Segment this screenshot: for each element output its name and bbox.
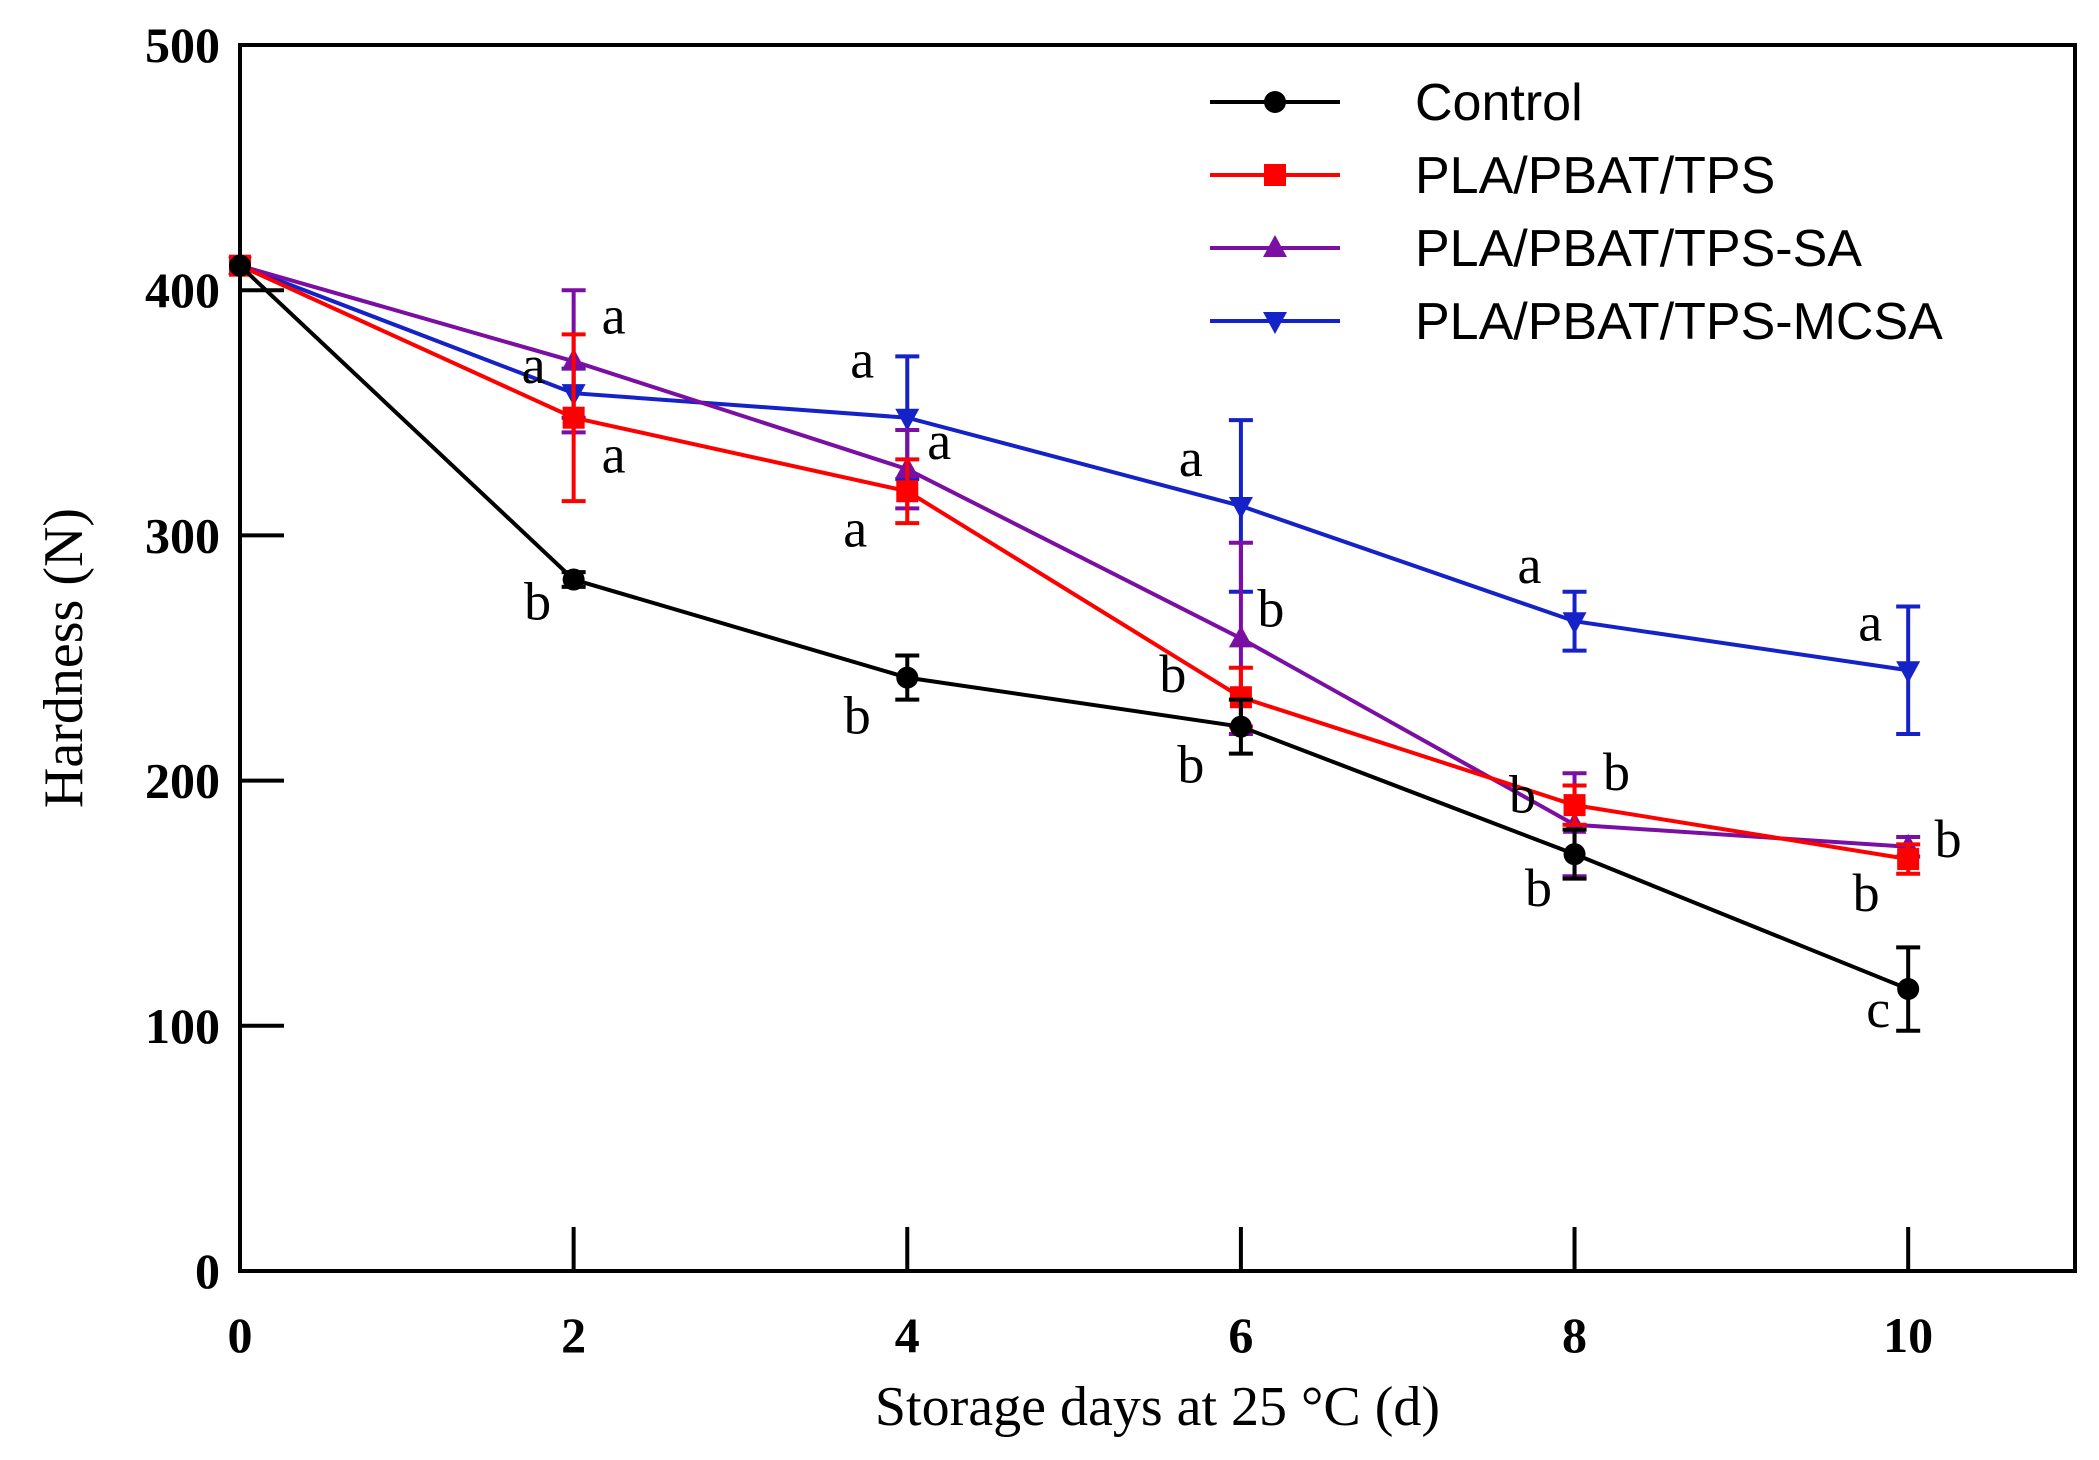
legend-label: Control [1415,74,1583,132]
data-point [896,666,919,689]
y-tick-label: 0 [195,1243,220,1299]
data-point [896,480,919,503]
plot-area-frame [238,43,2077,1273]
data-point [1897,978,1920,1001]
data-point [1563,794,1586,817]
data-point [895,408,920,431]
significance-letter: a [843,498,867,558]
legend-item: PLA/PBAT/TPS [1210,147,1775,205]
series-line [239,263,1909,849]
legend-item: PLA/PBAT/TPS-SA [1210,220,1862,278]
data-point [562,568,585,591]
y-axis-title: Hardness (N) [33,508,95,808]
legend-marker [1264,91,1286,113]
data-point [1229,686,1252,709]
significance-letter: b [1935,809,1962,869]
series-layer [228,252,1921,1033]
legend-marker [1264,164,1286,186]
data-point [1563,843,1586,866]
data-point [1229,715,1252,738]
legend-marker [1263,312,1287,334]
significance-letter: a [850,330,874,390]
legend-label: PLA/PBAT/TPS-SA [1415,220,1862,278]
data-point [1562,612,1587,635]
significance-letter: a [1518,535,1542,595]
significance-letter: b [1177,735,1204,795]
x-tick-label: 4 [895,1307,920,1363]
significance-letter: a [927,411,951,471]
significance-letter: b [1525,858,1552,918]
x-tick-label: 0 [228,1307,253,1363]
x-axis-title: Storage days at 25 °C (d) [875,1376,1440,1438]
y-tick-label: 200 [145,753,220,809]
significance-letter: b [524,572,551,632]
data-point [1896,661,1921,684]
data-point [1228,625,1253,648]
x-tick-label: 10 [1883,1307,1933,1363]
significance-letter: b [1603,742,1630,802]
significance-letter: c [1866,979,1890,1039]
y-tick-label: 400 [145,262,220,318]
significance-letter: a [1858,592,1882,652]
data-point [1228,496,1253,519]
y-tick-label: 300 [145,507,220,563]
significance-letter: b [1509,765,1536,825]
significance-letter: a [602,285,626,345]
legend-label: PLA/PBAT/TPS [1415,147,1775,205]
series-line [239,263,1909,862]
significance-letter: b [1159,644,1186,704]
significance-letter: b [1853,863,1880,923]
x-tick-label: 6 [1228,1307,1253,1363]
y-tick-label: 500 [145,17,220,73]
legend-item: Control [1210,74,1583,132]
y-tick-label: 100 [145,998,220,1054]
legend: Control PLA/PBAT/TPS PLA/PBAT/TPS-SA PLA/PB… [1210,74,1943,351]
data-point [1897,848,1920,871]
x-tick-label: 2 [561,1307,586,1363]
data-point [562,406,585,429]
significance-letter: b [1257,578,1284,638]
significance-letter: b [844,686,871,746]
series-control [229,254,1921,1033]
legend-label: PLA/PBAT/TPS-MCSA [1415,293,1943,351]
legend-marker [1263,235,1287,257]
x-tick-label: 8 [1562,1307,1587,1363]
significance-letter: a [522,335,546,395]
series-pla-pbat-tps [229,254,1921,876]
legend-item: PLA/PBAT/TPS-MCSA [1210,293,1943,351]
series-line [239,263,1909,673]
significance-letter: a [602,425,626,485]
series-line [238,264,1909,991]
significance-letter: a [1179,428,1203,488]
